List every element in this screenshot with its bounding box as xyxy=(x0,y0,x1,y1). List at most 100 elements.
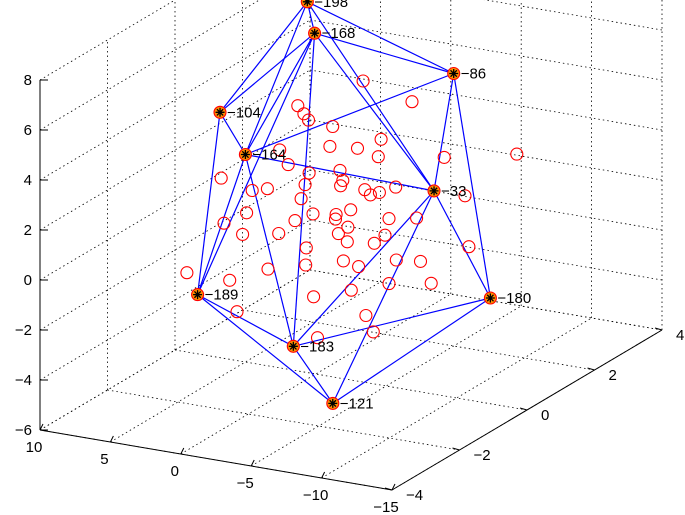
data-point xyxy=(236,227,250,241)
x-tick-label: 0 xyxy=(171,463,179,480)
data-point xyxy=(372,185,386,200)
data-point xyxy=(299,258,313,272)
data-point xyxy=(382,212,396,226)
z-tick-label: 4 xyxy=(24,172,32,189)
data-point xyxy=(281,158,295,172)
hull-vertex-asterisk xyxy=(193,290,203,300)
data-point xyxy=(260,182,274,196)
z-tick-label: −4 xyxy=(15,372,32,389)
data-point xyxy=(323,139,337,153)
hull-edge xyxy=(292,33,316,347)
data-point xyxy=(344,283,358,297)
hull-edge xyxy=(244,1,308,155)
data-point xyxy=(299,241,313,255)
data-point xyxy=(329,207,343,222)
data-point xyxy=(356,74,370,88)
data-point xyxy=(336,254,350,268)
x-tick-mark xyxy=(250,459,255,467)
hull-edge xyxy=(306,1,435,192)
data-point xyxy=(326,119,340,134)
grid-line xyxy=(39,169,311,331)
x-tick-mark xyxy=(321,471,326,479)
x-tick-mark xyxy=(180,447,185,455)
data-point xyxy=(410,211,424,225)
data-point xyxy=(223,273,237,287)
axis-lines xyxy=(39,79,663,491)
data-point xyxy=(272,226,286,241)
data-point xyxy=(424,276,438,290)
data-point xyxy=(389,180,403,194)
hull-edge xyxy=(197,294,294,347)
hull-edge xyxy=(332,297,491,404)
y-tick-mark xyxy=(384,487,393,491)
hull-vertex-asterisk xyxy=(429,186,439,196)
y-tick-label: 4 xyxy=(676,327,684,344)
x-tick-label: 10 xyxy=(26,439,43,456)
hull-edge xyxy=(292,345,334,404)
vertex-label: −180 xyxy=(497,290,531,307)
grid-line xyxy=(242,309,595,371)
data-point xyxy=(336,173,350,188)
grid-line xyxy=(309,19,663,81)
y-tick-label: −2 xyxy=(474,447,491,464)
hull-edge xyxy=(293,297,491,347)
grid-line xyxy=(180,293,452,455)
data-points xyxy=(180,74,524,345)
data-point xyxy=(350,141,365,155)
hull-edge xyxy=(453,73,491,299)
hull-vertex-asterisk xyxy=(302,0,312,7)
grid-line xyxy=(110,281,381,443)
data-point xyxy=(413,254,428,268)
x-tick-label: −5 xyxy=(237,475,254,492)
x-axis-line xyxy=(39,429,393,491)
data-point xyxy=(306,207,320,221)
data-point xyxy=(230,305,244,319)
data-point xyxy=(462,240,476,254)
vertex-label: −164 xyxy=(252,147,286,164)
hull-vertex-asterisk xyxy=(215,107,225,117)
data-point xyxy=(371,150,385,164)
data-point xyxy=(328,212,343,226)
data-point xyxy=(382,277,396,291)
grid-line xyxy=(309,119,663,181)
data-point xyxy=(341,220,355,234)
grid-line xyxy=(39,19,311,181)
hull-edge xyxy=(244,32,316,155)
grid-line xyxy=(107,389,460,451)
data-point xyxy=(389,253,403,267)
hull-edge xyxy=(314,32,435,192)
grid-line xyxy=(39,269,311,431)
data-point xyxy=(333,163,347,177)
hull-edges xyxy=(197,1,491,404)
z-tick-label: −6 xyxy=(15,422,32,439)
grid-line xyxy=(309,269,663,331)
y-tick-mark xyxy=(519,407,528,411)
grid-line xyxy=(309,219,663,281)
data-point xyxy=(214,171,228,185)
y-tick-label: 0 xyxy=(541,407,549,424)
y-tick-mark xyxy=(452,447,460,451)
hull-edge xyxy=(292,190,435,347)
z-tick-label: −2 xyxy=(15,322,32,339)
hull-edge xyxy=(314,32,454,75)
data-point xyxy=(405,95,419,109)
data-point xyxy=(245,183,259,198)
hull-edge xyxy=(245,153,435,192)
grid-line xyxy=(39,69,311,231)
data-point xyxy=(344,203,358,217)
data-point xyxy=(367,236,381,250)
data-point xyxy=(180,266,194,280)
data-point xyxy=(510,147,524,161)
x-tick-label: −10 xyxy=(303,487,328,504)
data-point xyxy=(352,260,366,274)
z-tick-label: 6 xyxy=(24,122,32,139)
hull-vertex-asterisk xyxy=(310,28,320,38)
hull-vertex-asterisk xyxy=(288,341,298,351)
data-point xyxy=(363,188,377,202)
y-tick-label: −4 xyxy=(406,487,423,504)
data-point xyxy=(310,331,325,345)
x-tick-label: −15 xyxy=(373,499,398,515)
data-point xyxy=(359,308,373,323)
hull-edge xyxy=(219,32,315,113)
